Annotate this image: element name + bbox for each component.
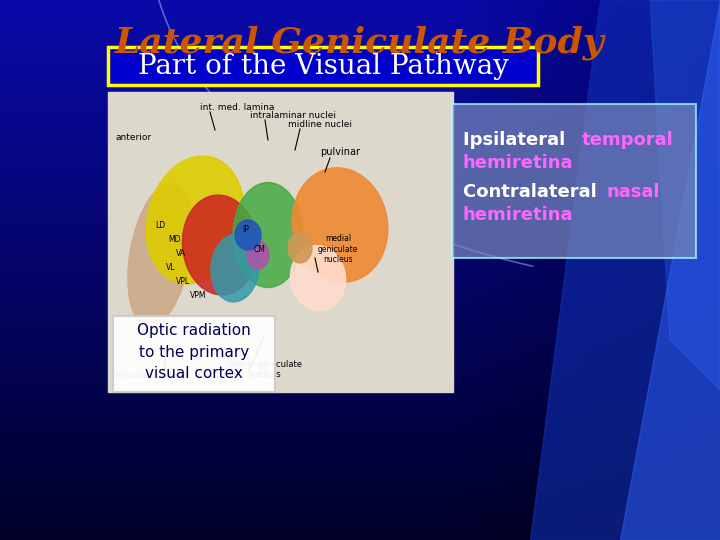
FancyBboxPatch shape xyxy=(108,47,538,85)
Text: IP: IP xyxy=(242,225,249,234)
FancyBboxPatch shape xyxy=(113,316,275,392)
Text: reticular nucleus: reticular nucleus xyxy=(112,371,188,380)
Text: pulvinar: pulvinar xyxy=(320,147,360,157)
Text: anterior: anterior xyxy=(115,133,151,142)
Ellipse shape xyxy=(211,234,259,302)
Text: hemiretina: hemiretina xyxy=(463,206,574,224)
Ellipse shape xyxy=(128,184,192,327)
Text: MD: MD xyxy=(168,235,181,244)
Text: Part of the Visual Pathway: Part of the Visual Pathway xyxy=(138,52,508,79)
Text: Contralateral: Contralateral xyxy=(463,183,603,201)
Text: medial
geniculate
nucleus: medial geniculate nucleus xyxy=(318,234,358,264)
Text: temporal: temporal xyxy=(582,131,674,149)
Ellipse shape xyxy=(288,233,312,263)
Ellipse shape xyxy=(235,220,261,250)
Text: hemiretina: hemiretina xyxy=(463,154,574,172)
Ellipse shape xyxy=(290,246,346,310)
Text: VA: VA xyxy=(176,249,186,258)
Ellipse shape xyxy=(247,241,269,269)
Polygon shape xyxy=(650,0,720,390)
Text: lateral geniculate
nucleus: lateral geniculate nucleus xyxy=(228,360,302,379)
Text: Ipsilateral: Ipsilateral xyxy=(463,131,572,149)
Ellipse shape xyxy=(292,168,388,282)
Text: midline nuclei: midline nuclei xyxy=(288,120,352,129)
Text: Optic radiation
to the primary
visual cortex: Optic radiation to the primary visual co… xyxy=(137,323,251,381)
Polygon shape xyxy=(530,0,720,540)
Ellipse shape xyxy=(182,195,258,295)
Text: intralaminar nuclei: intralaminar nuclei xyxy=(250,111,336,120)
Polygon shape xyxy=(620,0,720,540)
Ellipse shape xyxy=(233,183,303,287)
Text: LD: LD xyxy=(155,221,165,230)
Text: VPM: VPM xyxy=(190,291,207,300)
FancyBboxPatch shape xyxy=(452,104,696,258)
Text: nasal: nasal xyxy=(606,183,660,201)
Text: Lateral Geniculate Body: Lateral Geniculate Body xyxy=(115,26,605,60)
Ellipse shape xyxy=(146,156,244,284)
Text: int. med. lamina: int. med. lamina xyxy=(200,103,274,112)
Text: VL: VL xyxy=(166,263,176,272)
Bar xyxy=(108,92,453,392)
Text: VPL: VPL xyxy=(176,277,190,286)
Text: CM: CM xyxy=(254,245,266,254)
